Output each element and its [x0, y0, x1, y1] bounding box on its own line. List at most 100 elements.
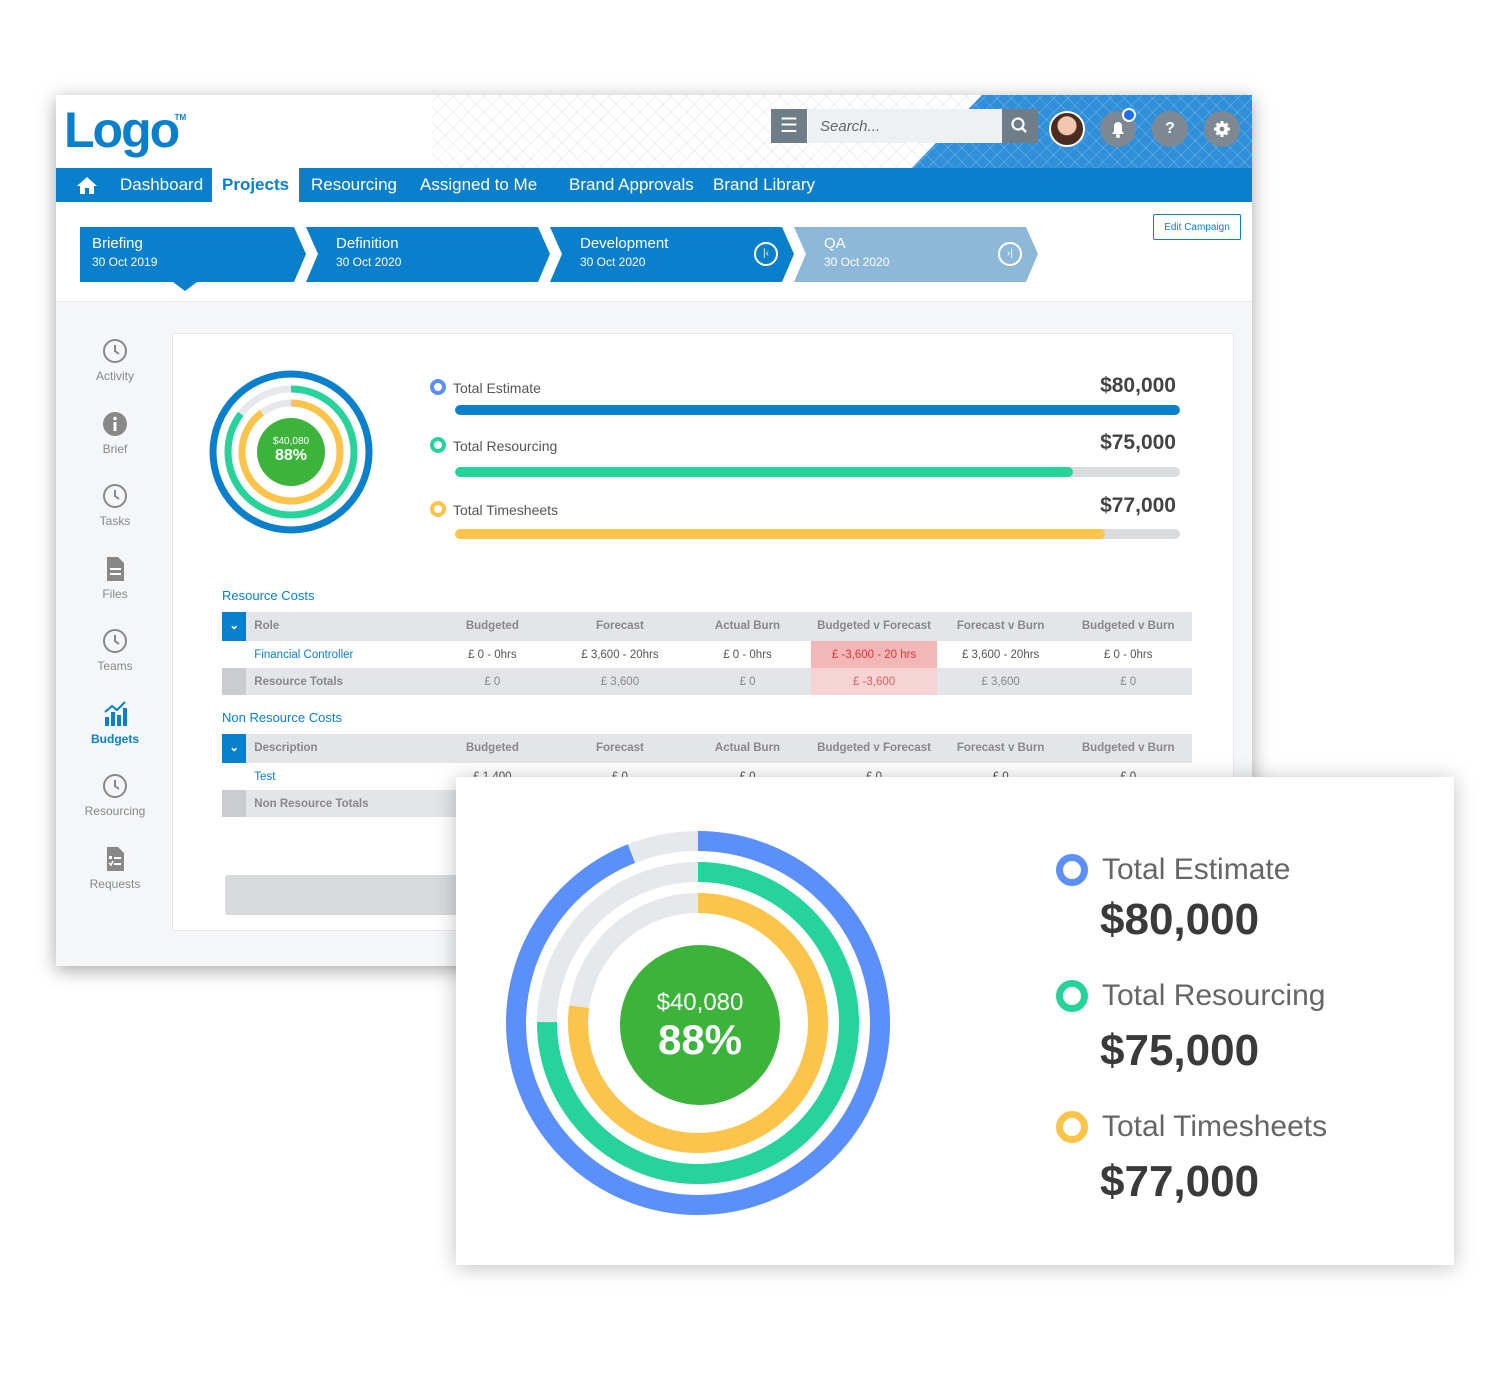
checklist-icon [107, 847, 124, 871]
chart-icon [104, 701, 127, 726]
nav-brand-approvals[interactable]: Brand Approvals [569, 175, 694, 194]
overlay-estimate-label: Total Estimate [1102, 853, 1291, 886]
nav-assigned-to-me[interactable]: Assigned to Me [420, 175, 538, 194]
table-cell: £ 3,600 [556, 668, 684, 695]
column-header: Role [246, 612, 429, 641]
total-timesheets-value: $77,000 [1100, 494, 1176, 517]
estimate-bar-fill [455, 405, 1180, 415]
total-resourcing-label: Total Resourcing [453, 438, 558, 454]
timesheets-legend-icon [430, 501, 446, 517]
donut-ring-1 [224, 385, 358, 519]
phase-briefing[interactable]: Briefing 30 Oct 2019 [80, 227, 306, 282]
skip-back-icon[interactable]: |‹ [754, 242, 778, 266]
nav-resourcing[interactable]: Resourcing [311, 175, 397, 194]
clock-icon [103, 339, 127, 363]
large-donut-center: $40,080 88% [620, 945, 780, 1105]
budget-donut-center: $40,080 88% [257, 418, 325, 486]
donut-ring-0 [209, 370, 373, 534]
gear-icon [1214, 121, 1230, 137]
timesheets-legend-icon [1056, 1111, 1088, 1143]
column-header: Budgeted v Forecast [811, 612, 937, 641]
column-header: Description [246, 734, 429, 763]
donut-ring-0 [506, 831, 890, 1215]
main-nav: Dashboard Projects Resourcing Assigned t… [56, 168, 1252, 202]
total-timesheets-label: Total Timesheets [453, 502, 559, 518]
search-button[interactable] [1002, 109, 1038, 143]
large-donut-chart [506, 831, 890, 1215]
sidebar-item-requests[interactable]: Requests [70, 845, 160, 917]
avatar[interactable] [1049, 111, 1085, 147]
sidebar-item-label: Budgets [91, 732, 139, 746]
phase-qa[interactable]: QA 30 Oct 2020 ›| [794, 227, 1038, 282]
phase-definition[interactable]: Definition 30 Oct 2020 [306, 227, 550, 282]
sidebar-item-label: Resourcing [84, 804, 146, 818]
zoomed-summary-card: $40,080 88% Total Estimate $80,000 Total… [456, 777, 1454, 1265]
overlay-estimate-value: $80,000 [1100, 895, 1260, 944]
sidebar-item-tasks[interactable]: Tasks [70, 482, 160, 554]
search-input[interactable] [808, 109, 1002, 143]
estimate-legend-icon [430, 379, 446, 395]
sidebar-item-resourcing[interactable]: Resourcing [70, 772, 160, 844]
phase-timeline: Briefing 30 Oct 2019 Definition 30 Oct 2… [56, 202, 1252, 302]
info-icon [103, 412, 127, 436]
home-icon[interactable] [76, 175, 98, 195]
sidebar-item-brief[interactable]: Brief [70, 410, 160, 482]
column-header: Actual Burn [683, 612, 812, 641]
description-link[interactable]: Test [254, 770, 276, 783]
sidebar-item-files[interactable]: Files [70, 555, 160, 627]
clock-icon [103, 774, 127, 798]
resourcing-bar-fill [455, 467, 1074, 477]
center-amount: $40,080 [272, 436, 310, 447]
sidebar-item-budgets[interactable]: Budgets [70, 700, 160, 772]
total-resourcing-value: $75,000 [1100, 431, 1176, 454]
column-header: Budgeted [428, 612, 557, 641]
edit-campaign-button[interactable]: Edit Campaign [1153, 214, 1241, 240]
chevron-down-icon: ⌄ [229, 742, 239, 754]
sidebar-item-label: Teams [97, 659, 133, 673]
column-header: Budgeted v Forecast [811, 734, 937, 763]
nav-projects[interactable]: Projects [212, 168, 300, 202]
collapse-toggle[interactable]: ⌄ [222, 734, 247, 763]
overlay-timesheets-value: $77,000 [1100, 1157, 1260, 1206]
timesheets-bar-fill [455, 529, 1106, 539]
logo[interactable]: Logo TM [64, 102, 187, 158]
table-cell: £ 3,600 - 20hrs [581, 648, 659, 661]
timesheets-bar [455, 529, 1180, 539]
help-button[interactable]: ? [1152, 111, 1188, 147]
table-cell: £ 0 [1064, 668, 1192, 695]
collapse-toggle[interactable]: ⌄ [222, 612, 247, 641]
column-header: Forecast [556, 612, 684, 641]
table-cell: £ 0 - 0hrs [468, 648, 517, 661]
phase-development[interactable]: Development 30 Oct 2020 |‹ [550, 227, 794, 282]
skip-forward-icon[interactable]: ›| [998, 242, 1022, 266]
resourcing-bar [455, 467, 1180, 477]
sidebar-item-label: Tasks [99, 514, 131, 528]
table-cell-negative: £ -3,600 - 20 hrs [811, 641, 937, 668]
nav-dashboard[interactable]: Dashboard [120, 175, 204, 194]
sidebar-item-label: Activity [95, 369, 134, 383]
nav-brand-library[interactable]: Brand Library [713, 175, 816, 194]
estimate-legend-icon [1056, 854, 1088, 886]
file-icon [107, 557, 124, 581]
active-phase-pointer [173, 282, 197, 291]
menu-icon[interactable]: ☰ [771, 109, 807, 143]
sidebar-item-activity[interactable]: Activity [70, 337, 160, 409]
resourcing-legend-icon [1056, 980, 1088, 1012]
sidebar-item-teams[interactable]: Teams [70, 627, 160, 699]
donut-ring-2 [568, 893, 828, 1153]
total-estimate-value: $80,000 [1100, 374, 1176, 397]
chevron-down-icon: ⌄ [229, 620, 239, 632]
phase-name: Briefing [92, 235, 143, 252]
center-percent: 88% [657, 1016, 743, 1063]
column-header: Forecast v Burn [936, 612, 1065, 641]
column-header: Budgeted [428, 734, 557, 763]
help-icon: ? [1165, 120, 1175, 137]
settings-button[interactable] [1204, 111, 1240, 147]
notification-dot [1122, 108, 1136, 122]
sidebar-item-label: Brief [102, 442, 128, 456]
phase-date: 30 Oct 2020 [580, 255, 646, 269]
role-link[interactable]: Financial Controller [254, 648, 354, 661]
sidebar-item-label: Files [102, 587, 128, 601]
